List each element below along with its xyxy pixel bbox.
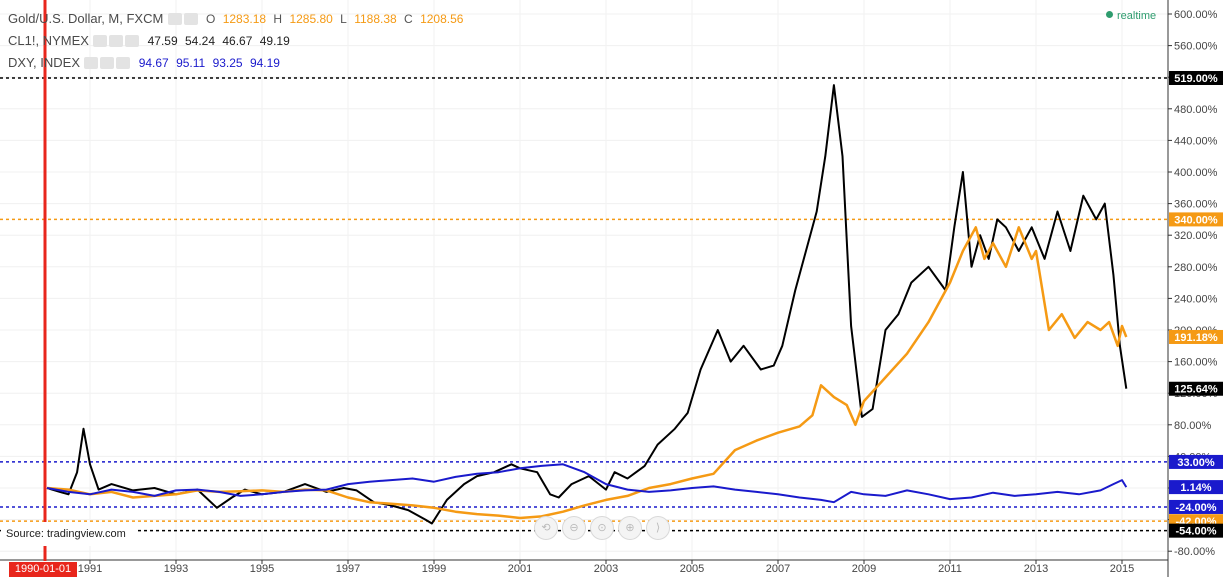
y-tick-label: 480.00%: [1174, 104, 1218, 116]
value-badge-bg: [1169, 480, 1223, 495]
zoom-in-button[interactable]: ⊕: [618, 516, 642, 540]
y-tick-label: 320.00%: [1174, 230, 1218, 242]
oil-low: 46.67: [222, 34, 253, 48]
y-tick-label: 600.00%: [1174, 9, 1218, 21]
cursor-date-badge: 1990-01-01: [9, 562, 77, 577]
value-badge-label: -54.00%: [1176, 526, 1217, 538]
source-caption: Source: tradingview.com: [1, 522, 135, 546]
value-badge-label: 340.00%: [1174, 214, 1218, 226]
value-badge-bg: [1169, 499, 1223, 514]
oil-open: 47.59: [147, 34, 178, 48]
y-tick-label: 400.00%: [1174, 167, 1218, 179]
x-tick-label: 1995: [250, 563, 274, 575]
x-tick-label: 2009: [852, 563, 876, 575]
y-tick-label: 360.00%: [1174, 199, 1218, 211]
x-tick-label: 1993: [164, 563, 188, 575]
x-tick-label: 1997: [336, 563, 360, 575]
realtime-indicator: realtime: [1106, 10, 1156, 22]
oil-close: 49.19: [259, 34, 290, 48]
reset-button[interactable]: ⟲: [534, 516, 558, 540]
y-tick-label: 280.00%: [1174, 262, 1218, 274]
low-value: 1188.38: [354, 12, 397, 26]
realtime-label: realtime: [1117, 10, 1157, 22]
legend-dxy[interactable]: DXY, INDEX 94.67 95.11 93.25 94.19: [8, 52, 467, 74]
value-badge-label: 1.14%: [1180, 482, 1211, 494]
x-tick-label: 2005: [680, 563, 704, 575]
value-badge-bg: [1169, 381, 1223, 396]
scroll-right-button[interactable]: ⟩: [646, 516, 670, 540]
legend-gold-values: O 1283.18 H 1285.80 L 1188.38 C 1208.56: [206, 12, 467, 26]
center-button[interactable]: ⊙: [590, 516, 614, 540]
grid: [0, 0, 1168, 560]
value-badge-label: 519.00%: [1174, 73, 1218, 85]
close-icon[interactable]: [116, 57, 131, 69]
dxy-open: 94.67: [138, 56, 169, 70]
legend-dxy-name: DXY, INDEX: [8, 55, 81, 70]
zoom-out-button[interactable]: ⊖: [562, 516, 586, 540]
value-badge-bg: [1169, 329, 1223, 344]
series-line: [46, 226, 1128, 520]
value-badge-bg: [1169, 454, 1223, 469]
value-badge-bg: [1169, 70, 1223, 85]
value-badge-label: 125.64%: [1174, 384, 1218, 396]
legend-oil-values: 47.59 54.24 46.67 49.19: [148, 34, 294, 48]
y-tick-label: 240.00%: [1174, 293, 1218, 305]
close-icon[interactable]: [125, 35, 140, 47]
series-line: [46, 463, 1128, 504]
close-value: 1208.56: [420, 12, 464, 26]
x-tick-label: 2003: [594, 563, 618, 575]
legend: Gold/U.S. Dollar, M, FXCM O 1283.18 H 12…: [8, 8, 467, 74]
x-tick-label: 2013: [1024, 563, 1048, 575]
legend-dxy-values: 94.67 95.11 93.25 94.19: [139, 56, 284, 70]
value-badge-label: 33.00%: [1177, 457, 1215, 469]
y-tick-label: 80.00%: [1174, 420, 1212, 432]
x-tick-label: 1991: [78, 563, 102, 575]
low-label: L: [340, 12, 347, 26]
legend-gold-name: Gold/U.S. Dollar, M, FXCM: [8, 11, 164, 26]
open-label: O: [206, 12, 216, 26]
x-tick-label: 2015: [1110, 563, 1134, 575]
value-badge-bg: [1169, 523, 1223, 538]
legend-oil-name: CL1!, NYMEX: [8, 33, 89, 48]
plot-background: [0, 0, 1168, 577]
oil-high: 54.24: [184, 34, 216, 48]
y-tick-label: 440.00%: [1174, 135, 1218, 147]
high-value: 1285.80: [289, 12, 333, 26]
eye-icon[interactable]: [167, 13, 182, 25]
value-badge-bg: [1169, 212, 1223, 227]
settings-icon[interactable]: [100, 57, 115, 69]
y-axis-ticks: -80.00%-40.00%-0.00%40.00%80.00%120.00%1…: [1168, 9, 1218, 558]
eye-icon[interactable]: [93, 35, 108, 47]
close-label: C: [404, 12, 413, 26]
dxy-low: 93.25: [212, 56, 243, 70]
legend-gold[interactable]: Gold/U.S. Dollar, M, FXCM O 1283.18 H 12…: [8, 8, 467, 30]
dxy-high: 95.11: [176, 56, 206, 70]
x-tick-label: 2011: [938, 563, 962, 575]
value-badge-label: 191.18%: [1174, 332, 1218, 344]
status-dot-icon: [1106, 11, 1113, 18]
x-axis-ticks: 1991 1993 1995 1997 1999 2001 2003 2005 2007 2009…: [78, 560, 1134, 575]
x-tick-label: 2001: [508, 563, 532, 575]
eye-icon[interactable]: [84, 57, 99, 69]
open-value: 1283.18: [222, 12, 267, 26]
value-badges: 519.00%340.00%33.00%-24.00%-42.00%-54.00…: [1169, 70, 1223, 538]
x-tick-label: 2007: [766, 563, 790, 575]
high-label: H: [273, 12, 283, 26]
value-badge-label: -24.00%: [1176, 502, 1217, 514]
y-tick-label: -80.00%: [1174, 546, 1215, 558]
settings-icon[interactable]: [109, 35, 124, 47]
x-tick-label: 1999: [422, 563, 446, 575]
settings-icon[interactable]: [183, 13, 198, 25]
legend-oil[interactable]: CL1!, NYMEX 47.59 54.24 46.67 49.19: [8, 30, 467, 52]
y-tick-label: 560.00%: [1174, 41, 1218, 53]
y-tick-label: 160.00%: [1174, 357, 1218, 369]
dxy-close: 94.19: [249, 56, 280, 70]
series-group: [46, 84, 1128, 525]
